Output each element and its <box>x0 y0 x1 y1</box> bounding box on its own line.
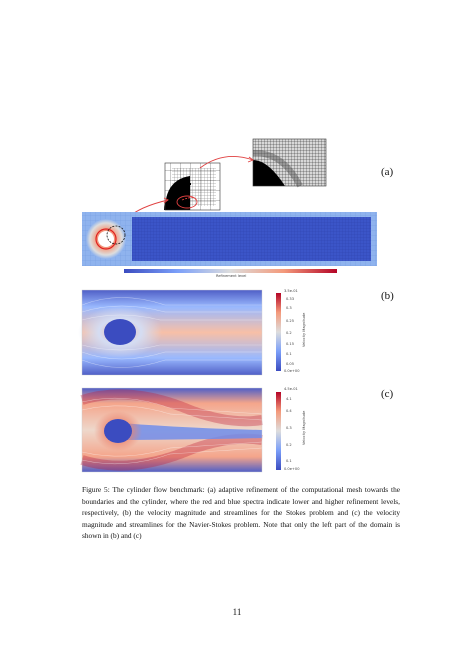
panel-label-b: (b) <box>381 290 394 302</box>
stokes-colorbar-min: 0.0e+00 <box>284 369 300 373</box>
zoom-inset-large <box>252 138 327 188</box>
stokes-colorbar-tick: 0.05 <box>286 362 295 366</box>
panel-label-c: (c) <box>381 388 394 400</box>
refinement-colorbar-title: Refinement level <box>216 274 247 278</box>
figure-caption: Figure 5: The cylinder flow benchmark: (… <box>82 485 400 541</box>
stokes-colorbar-title: Velocity Magnitude <box>302 312 306 347</box>
ns-colorbar-max: 4.5e-01 <box>284 387 298 391</box>
ns-colorbar-tick: 4.1 <box>286 397 292 401</box>
zoom-inset-small <box>164 162 221 211</box>
stokes-colorbar-tick: 0.25 <box>286 319 295 323</box>
figure-5 <box>78 138 377 473</box>
page-number: 11 <box>232 607 242 617</box>
panel-label-a: (a) <box>381 166 394 178</box>
stokes-colorbar-max: 3.5e-01 <box>284 289 298 293</box>
stokes-colorbar-tick: 0.15 <box>286 342 295 346</box>
navier-stokes-velocity-plot <box>80 387 281 473</box>
stokes-colorbar-tick: 0.3 <box>286 306 292 310</box>
ns-colorbar-title: Velocity Magnitude <box>302 410 306 445</box>
mesh-panel <box>82 138 377 273</box>
ns-colorbar-tick: 0.3 <box>286 426 292 430</box>
stokes-colorbar-tick: 0.1 <box>286 352 292 356</box>
stokes-colorbar-tick: 0.2 <box>286 331 292 335</box>
stokes-velocity-plot <box>78 289 281 376</box>
ns-colorbar-tick: 0.2 <box>286 443 292 447</box>
stokes-colorbar-tick: 0.33 <box>286 297 295 301</box>
ns-colorbar-tick: 0.4 <box>286 409 292 413</box>
ns-colorbar-tick: 0.1 <box>286 459 292 463</box>
ns-colorbar-min: 0.0e+00 <box>284 467 300 471</box>
